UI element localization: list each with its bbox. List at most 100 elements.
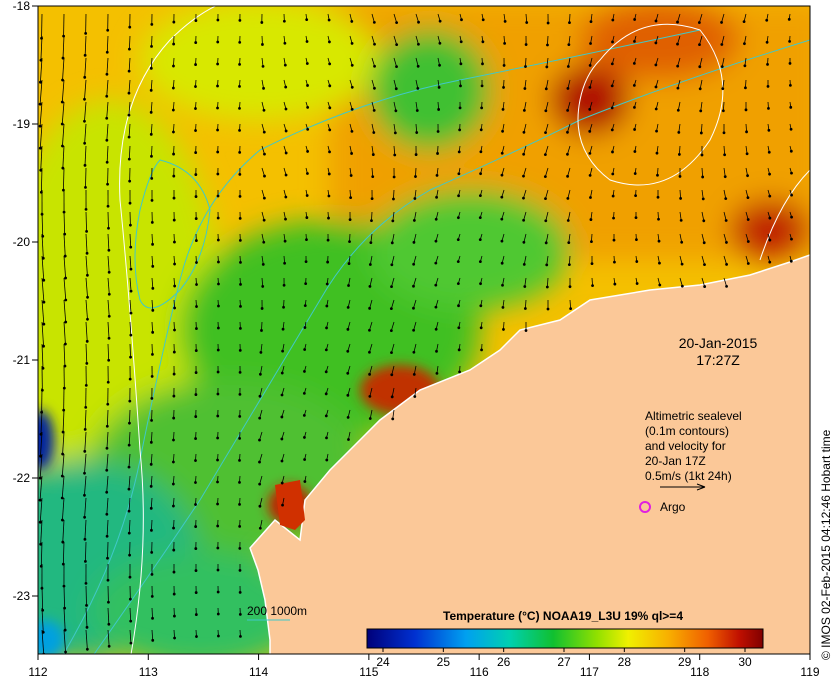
velocity-arrow-head [151, 616, 154, 620]
velocity-arrow [545, 123, 549, 133]
velocity-arrow [699, 57, 703, 67]
velocity-arrow [128, 57, 131, 72]
velocity-arrow-head [350, 107, 354, 111]
velocity-arrow-head [350, 152, 353, 155]
velocity-arrow [61, 453, 65, 477]
velocity-arrow [261, 79, 264, 89]
velocity-arrow [106, 409, 109, 427]
velocity-arrow [150, 57, 153, 69]
velocity-arrow-head [127, 135, 131, 139]
velocity-arrow-head [172, 174, 176, 178]
velocity-arrow-head [194, 195, 198, 198]
velocity-arrow [371, 123, 375, 133]
velocity-arrow-head [698, 43, 701, 47]
velocity-arrow [63, 277, 67, 301]
velocity-arrow [85, 607, 88, 628]
velocity-arrow-head [84, 405, 88, 409]
velocity-arrow-head [303, 436, 306, 439]
velocity-arrow-head [481, 62, 484, 66]
velocity-arrow [701, 277, 706, 287]
velocity-arrow-head [258, 416, 262, 420]
velocity-arrow-head [589, 20, 593, 23]
velocity-arrow [39, 79, 43, 105]
velocity-arrow-head [721, 87, 725, 91]
velocity-arrow-head [635, 282, 639, 285]
velocity-arrow-head [280, 415, 284, 419]
velocity-arrow-head [414, 153, 418, 156]
lon-tick-label: 118 [690, 665, 709, 679]
velocity-arrow [128, 519, 131, 534]
velocity-arrow-head [657, 239, 661, 243]
velocity-arrow-head [238, 415, 242, 418]
velocity-arrow [129, 409, 131, 424]
velocity-arrow-head [588, 129, 592, 133]
velocity-arrow-head [216, 458, 219, 462]
velocity-arrow-head [38, 124, 42, 128]
velocity-arrow-head [262, 108, 266, 112]
velocity-arrow-head [129, 641, 133, 645]
velocity-arrow [545, 101, 549, 111]
velocity-arrow-head [194, 173, 198, 176]
velocity-arrow-head [522, 240, 526, 244]
velocity-arrow-head [238, 436, 241, 440]
velocity-arrow-head [566, 108, 570, 112]
velocity-arrow-head [238, 106, 241, 110]
velocity-arrow [84, 519, 87, 540]
velocity-arrow-head [524, 329, 528, 332]
velocity-arrow-head [568, 21, 571, 25]
velocity-arrow [523, 233, 527, 243]
velocity-arrow [151, 519, 153, 531]
velocity-arrow-head [238, 591, 242, 594]
velocity-arrow [129, 343, 131, 358]
velocity-arrow-head [105, 468, 109, 472]
velocity-arrow [723, 277, 727, 287]
velocity-arrow-head [676, 108, 680, 112]
velocity-arrow-head [501, 107, 505, 111]
velocity-arrow-head [84, 383, 88, 387]
velocity-arrow-head [107, 270, 111, 274]
velocity-arrow-head [544, 109, 548, 113]
velocity-arrow-head [543, 153, 547, 157]
velocity-arrow-head [725, 241, 728, 244]
velocity-arrow [545, 211, 549, 221]
velocity-arrow-head [261, 262, 265, 266]
velocity-arrow-head [391, 219, 395, 223]
velocity-arrow-head [478, 216, 482, 219]
velocity-arrow-head [280, 481, 284, 485]
velocity-arrow-head [610, 106, 614, 110]
velocity-arrow-head [720, 21, 723, 24]
velocity-arrow-head [216, 392, 220, 396]
velocity-arrow [721, 13, 725, 23]
velocity-arrow [722, 101, 725, 111]
velocity-arrow-head [478, 260, 482, 264]
velocity-arrow-head [171, 86, 175, 90]
velocity-arrow-head [194, 63, 197, 66]
velocity-arrow [106, 101, 109, 119]
velocity-arrow [40, 57, 43, 83]
velocity-arrow-head [544, 241, 548, 245]
velocity-arrow-head [238, 151, 242, 154]
velocity-arrow-head [435, 349, 438, 353]
velocity-arrow [679, 277, 683, 287]
velocity-arrow-head [389, 307, 393, 311]
velocity-arrow-head [149, 88, 153, 92]
velocity-arrow-head [768, 260, 772, 264]
velocity-arrow-head [194, 129, 197, 132]
lon-tick-label: 119 [800, 665, 819, 679]
velocity-arrow-head [457, 326, 461, 330]
velocity-arrow [129, 255, 132, 270]
velocity-arrow-head [150, 220, 154, 224]
velocity-arrow-head [306, 172, 309, 175]
velocity-arrow-head [172, 438, 175, 442]
velocity-arrow-head [633, 39, 636, 43]
velocity-arrow-head [566, 219, 570, 222]
velocity-arrow-head [610, 62, 614, 66]
velocity-arrow [62, 123, 65, 147]
velocity-arrow-head [64, 320, 68, 324]
velocity-arrow [525, 13, 528, 23]
velocity-arrow-head [260, 329, 263, 332]
velocity-arrow [369, 299, 373, 309]
velocity-arrow [261, 167, 265, 177]
velocity-arrow [41, 255, 45, 281]
velocity-arrow-head [60, 100, 64, 104]
